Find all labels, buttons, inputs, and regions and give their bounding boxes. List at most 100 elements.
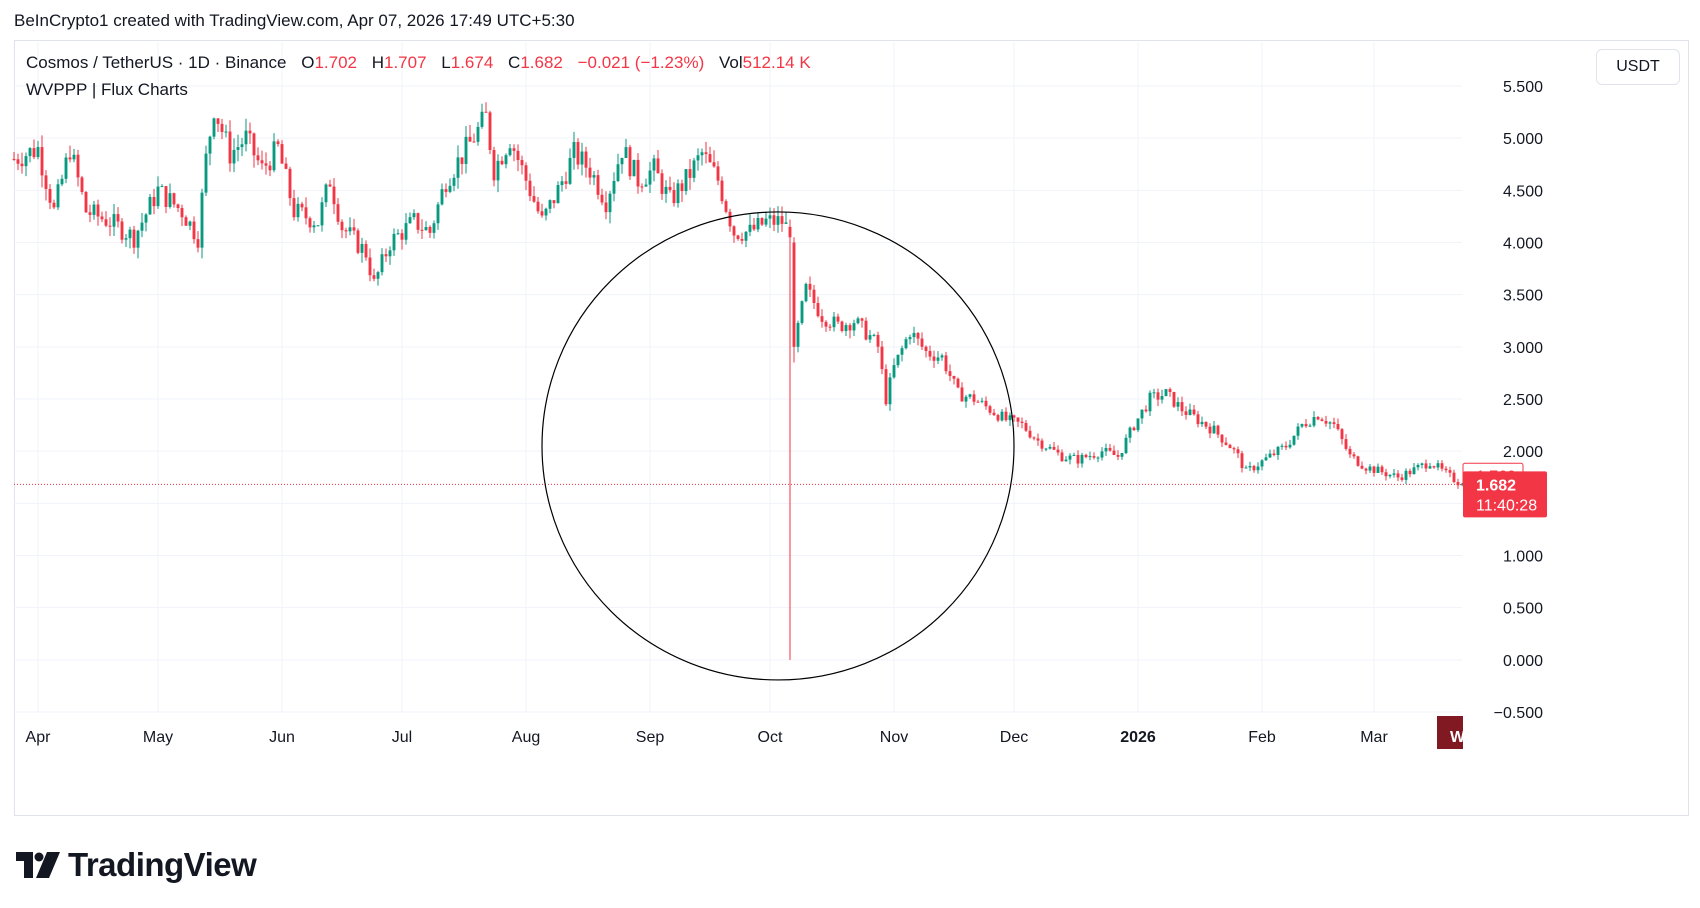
- candle-body: [692, 160, 696, 178]
- candle-body: [1192, 409, 1196, 415]
- candle-body: [564, 181, 568, 184]
- candle: [400, 229, 404, 250]
- candle: [880, 340, 884, 375]
- candle-body: [480, 111, 484, 127]
- candle: [252, 132, 256, 168]
- candle-body: [112, 214, 116, 227]
- candle: [128, 226, 132, 249]
- candle-body: [652, 158, 656, 171]
- candle-body: [836, 316, 840, 322]
- candle-body: [540, 211, 544, 216]
- candle: [32, 139, 36, 160]
- candle-body: [308, 218, 312, 228]
- candle: [396, 229, 400, 235]
- candle: [300, 201, 304, 212]
- candle: [472, 133, 476, 143]
- candle: [556, 181, 560, 204]
- candle-body: [756, 217, 760, 230]
- candle-body: [900, 348, 904, 355]
- candle-body: [760, 217, 764, 225]
- candle: [92, 200, 96, 220]
- candle: [1176, 397, 1180, 412]
- candle-body: [380, 254, 384, 273]
- candle: [404, 213, 408, 245]
- candle: [748, 214, 752, 237]
- candle: [808, 276, 812, 297]
- close-value: 1.682: [520, 53, 563, 72]
- candle-body: [1248, 466, 1252, 468]
- candle: [1036, 433, 1040, 446]
- candle-body: [360, 243, 364, 253]
- candle-body: [864, 320, 868, 340]
- candle: [1348, 446, 1352, 458]
- symbol-legend: Cosmos / TetherUS · 1D · Binance O1.702 …: [26, 53, 811, 73]
- candle: [1220, 434, 1224, 448]
- candle: [1432, 465, 1436, 469]
- candle-body: [436, 204, 440, 224]
- candle: [980, 397, 984, 404]
- candle-body: [1004, 411, 1008, 421]
- candle: [684, 169, 688, 195]
- candle: [1408, 468, 1412, 478]
- candle-body: [508, 148, 512, 156]
- candle-body: [956, 378, 960, 388]
- candle-body: [1380, 466, 1384, 473]
- candle: [488, 110, 492, 155]
- candle-body: [216, 118, 220, 124]
- candle-body: [1240, 453, 1244, 469]
- candle-body: [88, 212, 92, 215]
- candle: [1416, 463, 1420, 471]
- candle: [784, 211, 788, 224]
- tradingview-logo[interactable]: TradingView: [16, 846, 257, 884]
- annotation-circle: [541, 211, 1015, 681]
- candle: [1344, 434, 1348, 451]
- candle: [316, 225, 320, 227]
- candle-body: [160, 186, 164, 188]
- candle: [668, 176, 672, 193]
- x-tick-label: Apr: [26, 729, 52, 746]
- chart-overlay: [14, 211, 1462, 681]
- candle: [816, 296, 820, 318]
- candle: [1460, 483, 1464, 486]
- candle: [1412, 462, 1416, 475]
- candle: [1224, 437, 1228, 446]
- currency-button[interactable]: USDT: [1596, 49, 1680, 85]
- candle-body: [572, 142, 576, 158]
- candle: [184, 215, 188, 226]
- candle: [56, 179, 60, 211]
- candle: [1004, 407, 1008, 422]
- candle: [736, 234, 740, 241]
- y-tick-label: 1.000: [1503, 549, 1543, 566]
- candle: [836, 313, 840, 325]
- candle: [696, 148, 700, 171]
- candle-body: [92, 204, 96, 215]
- candle: [1244, 465, 1248, 469]
- candle: [1156, 388, 1160, 407]
- candle: [376, 270, 380, 286]
- candle: [828, 324, 832, 331]
- volume-label: Vol: [718, 53, 743, 72]
- candle-body: [1328, 422, 1332, 424]
- candle-body: [56, 184, 60, 208]
- candle-body: [200, 192, 204, 248]
- candle: [720, 176, 724, 205]
- candle: [256, 147, 260, 166]
- chart-frame[interactable]: [14, 40, 1689, 816]
- candle-body: [1352, 454, 1356, 457]
- candle: [28, 147, 32, 163]
- candle-body: [1396, 473, 1400, 478]
- candle-body: [736, 235, 740, 239]
- candle-body: [468, 136, 472, 142]
- candle-body: [644, 184, 648, 187]
- candle: [1056, 445, 1060, 456]
- candle-body: [544, 208, 548, 216]
- candle: [320, 197, 324, 232]
- candle-body: [128, 229, 132, 239]
- candle: [1088, 451, 1092, 461]
- indicator-legend[interactable]: WVPPP | Flux Charts: [26, 80, 188, 99]
- candle: [116, 207, 120, 228]
- candle-body: [352, 227, 356, 231]
- candle: [1032, 436, 1036, 441]
- candle: [1212, 421, 1216, 434]
